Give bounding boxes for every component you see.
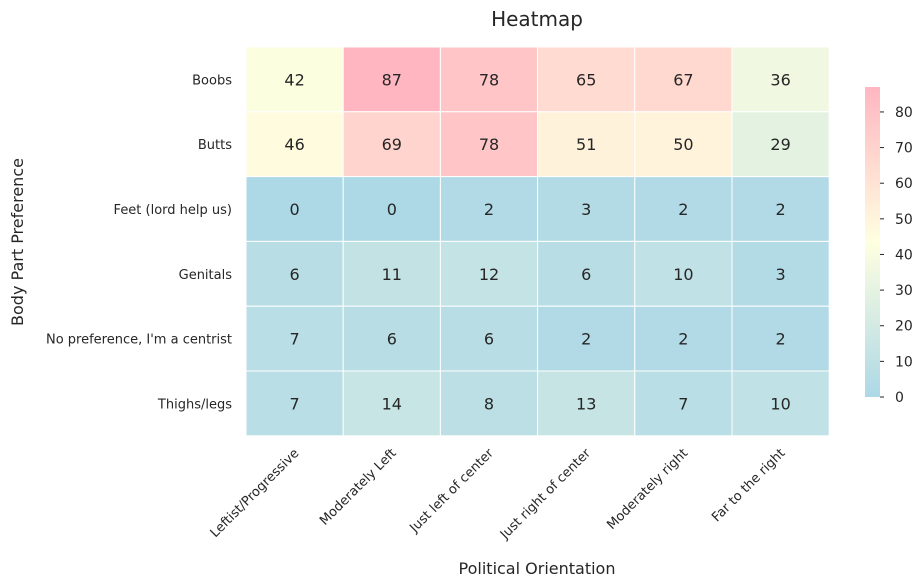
x-axis-label: Political Orientation: [459, 559, 616, 578]
heatmap-cell: [634, 370, 733, 437]
heatmap-cell: [537, 111, 636, 178]
cell-value-label: 6: [387, 330, 397, 349]
cell-value-label: 51: [576, 135, 596, 154]
heatmap-cell: [731, 305, 830, 372]
colorbar-tick-label: 30: [895, 283, 913, 299]
x-tick-label: Moderately right: [604, 446, 691, 533]
heatmap-cell: [731, 240, 830, 307]
cell-value-label: 78: [479, 70, 499, 89]
cell-value-label: 6: [484, 330, 494, 349]
heatmap-cell: [245, 370, 344, 437]
colorbar-tick-label: 20: [895, 319, 913, 335]
heatmap-cell: [342, 240, 441, 307]
cell-value-label: 2: [776, 330, 786, 349]
cell-value-label: 14: [382, 394, 402, 413]
cell-value-label: 2: [776, 200, 786, 219]
colorbar-ticks: 0 10 20 30 40 50 60 70 80: [880, 105, 913, 406]
cell-value-label: 69: [382, 135, 402, 154]
y-tick-label: Thighs/legs: [157, 397, 232, 412]
cell-value-label: 7: [290, 330, 300, 349]
cell-value-label: 78: [479, 135, 499, 154]
cell-value-label: 3: [776, 265, 786, 284]
y-tick-label: Feet (lord help us): [114, 203, 232, 218]
colorbar-tick-label: 70: [895, 141, 913, 157]
x-tick-labels: Leftist/Progressive Moderately Left Just l…: [208, 446, 789, 544]
heatmap-cell: [537, 176, 636, 242]
cell-value-label: 2: [678, 200, 688, 219]
heatmap-cell: [342, 46, 441, 113]
heatmap-cell: [245, 46, 344, 113]
heatmap-cell: [245, 240, 344, 307]
y-tick-label: Genitals: [179, 268, 233, 283]
colorbar-tick-label: 10: [895, 354, 913, 370]
heatmap-cell: [245, 176, 344, 242]
heatmap-cell: [439, 305, 539, 372]
colorbar-tick-label: 40: [895, 247, 913, 263]
cell-value-label: 12: [479, 265, 499, 284]
heatmap-cell: [634, 305, 733, 372]
colorbar: [865, 87, 880, 397]
cell-value-label: 50: [673, 135, 693, 154]
heatmap-cell: [537, 305, 636, 372]
colorbar-tick-label: 60: [895, 176, 913, 192]
x-tick-label: Far to the right: [709, 446, 788, 525]
cell-value-label: 0: [290, 200, 300, 219]
heatmap-cell: [634, 176, 733, 242]
heatmap-cell: [245, 305, 344, 372]
cell-value-label: 6: [290, 265, 300, 284]
heatmap-cell: [731, 111, 830, 178]
cell-value-label: 46: [284, 135, 304, 154]
cell-value-label: 3: [581, 200, 591, 219]
cell-value-label: 2: [678, 330, 688, 349]
y-tick-label: Boobs: [192, 73, 232, 88]
cell-value-label: 10: [770, 394, 790, 413]
heatmap-cell: [537, 240, 636, 307]
cell-value-label: 67: [673, 70, 693, 89]
heatmap-cell: [342, 111, 441, 178]
colorbar-tick-label: 50: [895, 212, 913, 228]
x-tick-label: Moderately Left: [317, 446, 400, 529]
x-tick-label: Leftist/Progressive: [208, 446, 303, 541]
cell-value-label: 10: [673, 265, 693, 284]
cell-value-label: 6: [581, 265, 591, 284]
y-tick-label: Butts: [198, 138, 232, 153]
colorbar-tick-label: 0: [895, 390, 904, 406]
y-axis-label: Body Part Preference: [8, 158, 27, 326]
heatmap-cell: [439, 240, 539, 307]
cell-value-label: 7: [290, 394, 300, 413]
heatmap-cell: [537, 370, 636, 437]
heatmap-cell: [634, 46, 733, 113]
cell-value-label: 29: [770, 135, 790, 154]
cell-value-label: 2: [581, 330, 591, 349]
cell-value-label: 13: [576, 394, 596, 413]
chart-title: Heatmap: [491, 7, 583, 31]
heatmap-cell: [537, 46, 636, 113]
x-tick-label: Just left of center: [406, 446, 497, 537]
cell-value-label: 87: [382, 70, 402, 89]
y-tick-labels: Boobs Butts Feet (lord help us) Genitals No …: [46, 73, 232, 412]
cell-value-label: 36: [770, 70, 790, 89]
heatmap-cell: [731, 370, 830, 437]
cell-value-label: 42: [284, 70, 304, 89]
cell-value-label: 2: [484, 200, 494, 219]
cell-value-label: 11: [382, 265, 402, 284]
y-tick-label: No preference, I'm a centrist: [46, 333, 232, 348]
heatmap-cell: [342, 176, 441, 242]
heatmap-cell: [439, 46, 539, 113]
cell-value-label: 7: [678, 394, 688, 413]
heatmap-cell: [634, 240, 733, 307]
colorbar-tick-label: 80: [895, 105, 913, 121]
x-tick-label: Just right of center: [497, 446, 595, 544]
cell-value-label: 65: [576, 70, 596, 89]
heatmap-cell: [731, 46, 830, 113]
cell-value-label: 0: [387, 200, 397, 219]
heatmap-cell: [731, 176, 830, 242]
cell-value-label: 8: [484, 394, 494, 413]
